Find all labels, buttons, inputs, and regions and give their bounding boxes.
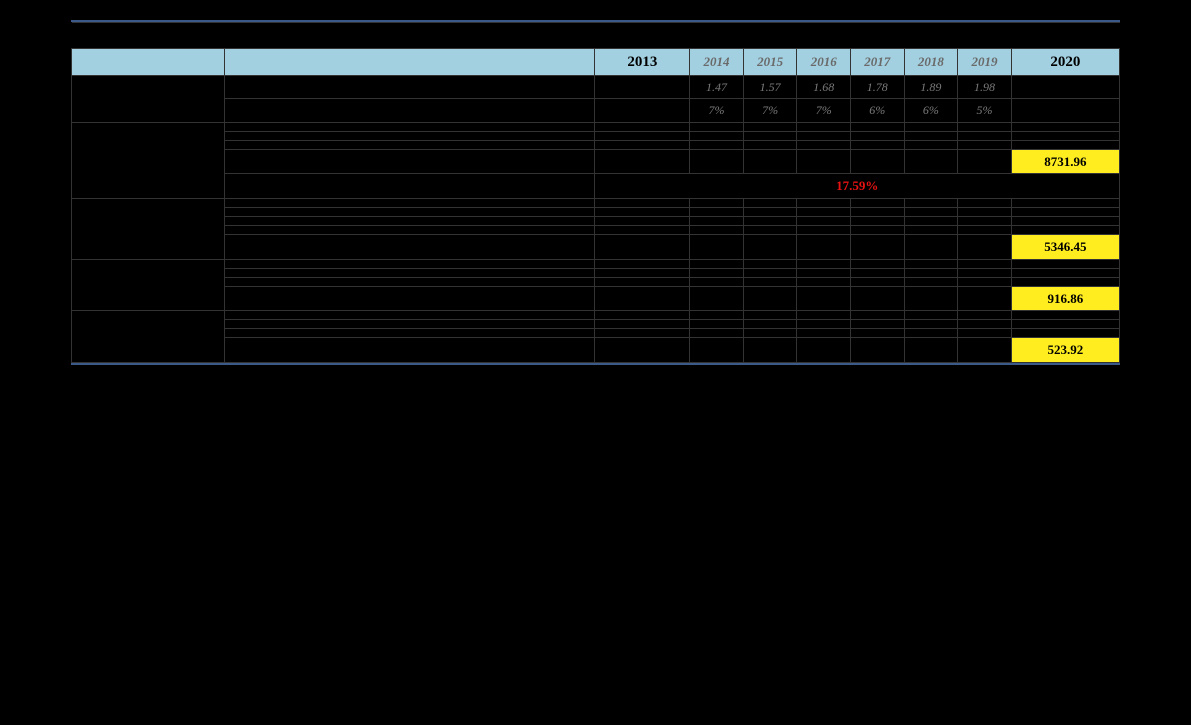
mv-2-1: 7% — [743, 99, 797, 122]
s1-r1-name — [224, 122, 595, 131]
hdr-2016: 2016 — [797, 49, 851, 76]
s3-r4-hl: 916.86 — [72, 286, 1120, 311]
s1-r2-name — [224, 131, 595, 140]
s2-r2-name — [224, 207, 595, 216]
s3-r1-name — [224, 259, 595, 268]
s1-r3-name — [224, 140, 595, 149]
hdr-2017: 2017 — [851, 49, 905, 76]
s4-r2-name — [224, 320, 595, 329]
row-growth: 7% 7% 7% 6% 6% 5% — [72, 99, 1120, 122]
s2-r2 — [72, 207, 1120, 216]
hdr-2019: 2019 — [958, 49, 1012, 76]
cat-blank-top — [72, 76, 225, 123]
s4-r3 — [72, 329, 1120, 338]
data-table: 2013 2014 2015 2016 2017 2018 2019 2020 … — [71, 22, 1120, 363]
s4-r2 — [72, 320, 1120, 329]
s4-r1-name — [224, 311, 595, 320]
mv-2-5: 5% — [958, 99, 1012, 122]
mv-2-0: 7% — [690, 99, 744, 122]
mv-1-1: 1.57 — [743, 76, 797, 99]
s1-r4-name — [224, 149, 595, 174]
hdr-blank-1 — [72, 49, 225, 76]
c2013-r1 — [595, 76, 690, 99]
s4-r3-name — [224, 329, 595, 338]
s2-r1 — [72, 198, 1120, 207]
row-brands: 1.47 1.57 1.68 1.78 1.89 1.98 — [72, 76, 1120, 99]
s2-r5-name — [224, 234, 595, 259]
header-row: 2013 2014 2015 2016 2017 2018 2019 2020 — [72, 49, 1120, 76]
mv-1-5: 1.98 — [958, 76, 1012, 99]
mv-2-4: 6% — [904, 99, 958, 122]
hl-1: 8731.96 — [1011, 149, 1119, 174]
hdr-2015: 2015 — [743, 49, 797, 76]
s2-r3-name — [224, 216, 595, 225]
table-container: 2013 2014 2015 2016 2017 2018 2019 2020 … — [71, 20, 1120, 365]
s3-r2-name — [224, 268, 595, 277]
s4-r1 — [72, 311, 1120, 320]
hdr-2014: 2014 — [690, 49, 744, 76]
s2-r4-name — [224, 225, 595, 234]
mv-2-2: 7% — [797, 99, 851, 122]
mv-1-3: 1.78 — [851, 76, 905, 99]
bottom-rule — [71, 363, 1120, 365]
hdr-2018: 2018 — [904, 49, 958, 76]
cat-s2 — [72, 198, 225, 259]
cat-s3 — [72, 259, 225, 311]
s1-r3 — [72, 140, 1120, 149]
hdr-2013: 2013 — [595, 49, 690, 76]
s3-r3 — [72, 277, 1120, 286]
mv-1-2: 1.68 — [797, 76, 851, 99]
s1-r1-2020 — [1011, 122, 1119, 131]
cat-s1 — [72, 122, 225, 198]
c2013-r2 — [595, 99, 690, 122]
s2-r4 — [72, 225, 1120, 234]
s1-r4-hl: 8731.96 — [72, 149, 1120, 174]
s3-r4-name — [224, 286, 595, 311]
name-growth — [224, 99, 595, 122]
cat-s4 — [72, 311, 225, 363]
s3-r3-name — [224, 277, 595, 286]
s1-r5-cagr: 17.59% — [72, 174, 1120, 199]
name-brands — [224, 76, 595, 99]
s3-r1 — [72, 259, 1120, 268]
mv-1-4: 1.89 — [904, 76, 958, 99]
s3-r2 — [72, 268, 1120, 277]
hl-2: 5346.45 — [1011, 234, 1119, 259]
hl-4: 523.92 — [1011, 338, 1119, 363]
spacer-row — [72, 23, 1120, 49]
c2020-r1 — [1011, 76, 1119, 99]
s4-r4-hl: 523.92 — [72, 338, 1120, 363]
s1-r2 — [72, 131, 1120, 140]
s1-r5-name — [224, 174, 595, 199]
s1-r1 — [72, 122, 1120, 131]
s2-r5-hl: 5346.45 — [72, 234, 1120, 259]
hl-3: 916.86 — [1011, 286, 1119, 311]
s2-r1-name — [224, 198, 595, 207]
s4-r4-name — [224, 338, 595, 363]
hdr-blank-2 — [224, 49, 595, 76]
mv-1-0: 1.47 — [690, 76, 744, 99]
hdr-2020: 2020 — [1011, 49, 1119, 76]
mv-2-3: 6% — [851, 99, 905, 122]
c2020-r2 — [1011, 99, 1119, 122]
cagr-cell: 17.59% — [595, 174, 1120, 199]
s2-r3 — [72, 216, 1120, 225]
